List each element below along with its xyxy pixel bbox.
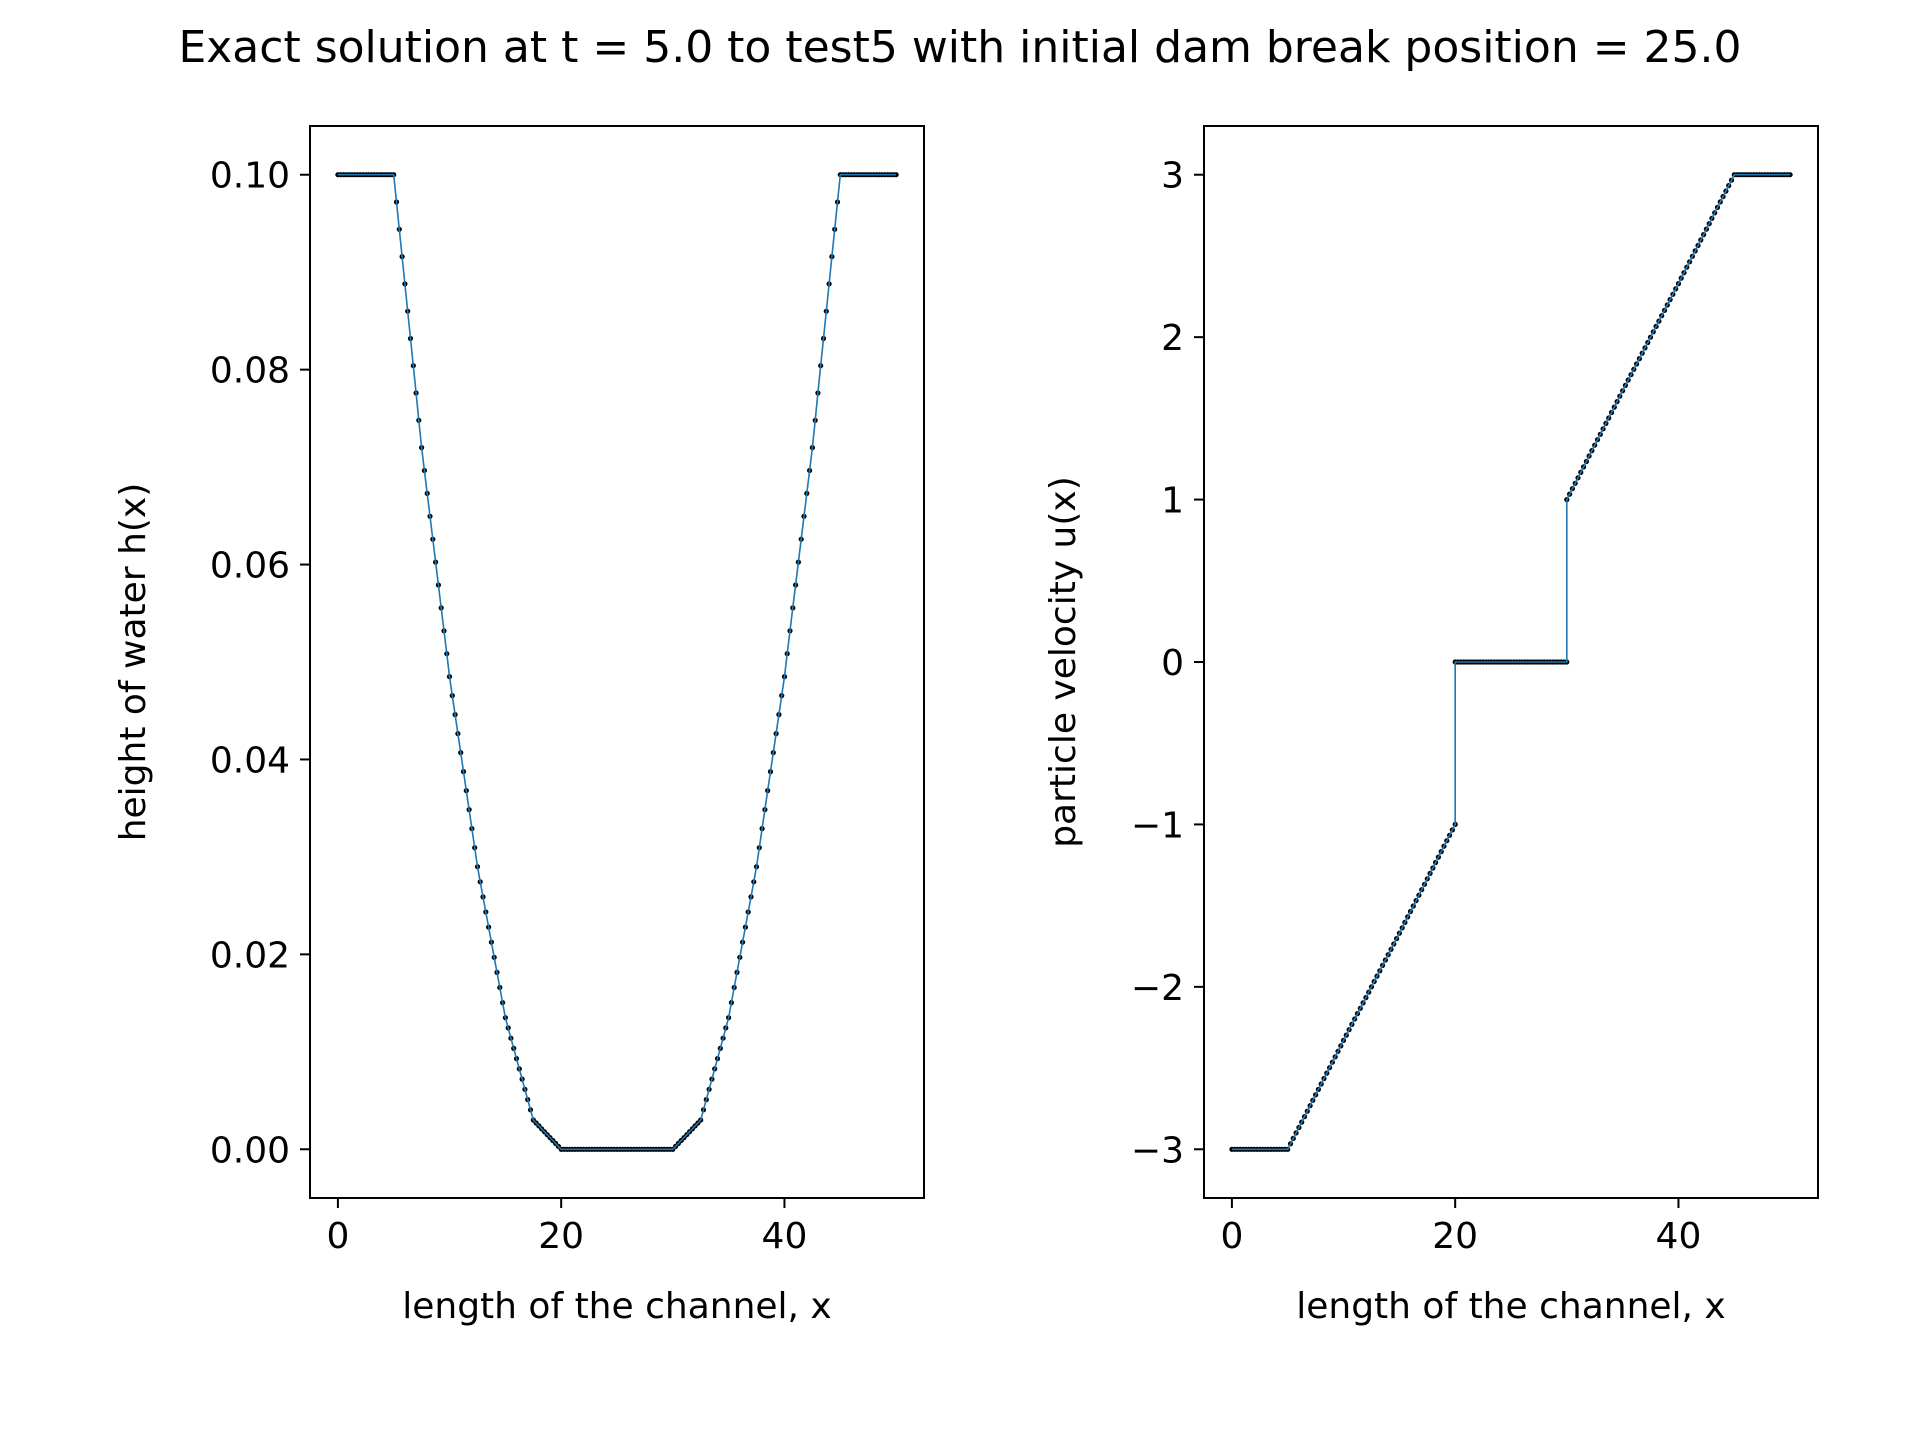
y-tick-label: 0.02 [210, 935, 290, 976]
x-tick-label: 20 [1432, 1216, 1478, 1257]
x-tick-label: 0 [1220, 1216, 1243, 1257]
velocity-subplot: 0 20 40 −3 −2 −1 0 1 2 3 length of the channel, x p… [1043, 125, 1819, 1327]
y-tick-label: 0.04 [210, 740, 290, 781]
data-markers [335, 172, 899, 1152]
y-tick-label: −1 [1131, 805, 1184, 846]
y-tick-label: 1 [1161, 481, 1184, 522]
y-tick-label: 3 [1161, 156, 1184, 197]
y-tick-label: 2 [1161, 318, 1184, 359]
series-line [1231, 173, 1791, 1151]
y-tick-label: 0.00 [210, 1130, 290, 1171]
x-axis-label: length of the channel, x [1296, 1286, 1726, 1327]
y-tick-label: 0.10 [210, 156, 290, 197]
y-tick-label: 0.06 [210, 546, 290, 587]
height-subplot: 0 20 40 0.00 0.02 0.04 0.06 0.08 0.10 length of t… [113, 125, 925, 1327]
y-axis-label: height of water h(x) [113, 483, 154, 842]
axes-frame [309, 125, 925, 1199]
x-axis-label: length of the channel, x [402, 1286, 832, 1327]
series-line [337, 173, 897, 1151]
x-tick-label: 40 [762, 1216, 808, 1257]
y-tick-label: 0.08 [210, 351, 290, 392]
x-tick-label: 0 [326, 1216, 349, 1257]
figure-title: Exact solution at t = 5.0 to test5 with … [178, 22, 1742, 73]
y-axis-label: particle velocity u(x) [1043, 476, 1084, 848]
y-tick-label: 0 [1161, 643, 1184, 684]
x-tick-label: 20 [538, 1216, 584, 1257]
x-tick-label: 40 [1656, 1216, 1702, 1257]
y-tick-label: −2 [1131, 968, 1184, 1009]
y-tick-label: −3 [1131, 1130, 1184, 1171]
